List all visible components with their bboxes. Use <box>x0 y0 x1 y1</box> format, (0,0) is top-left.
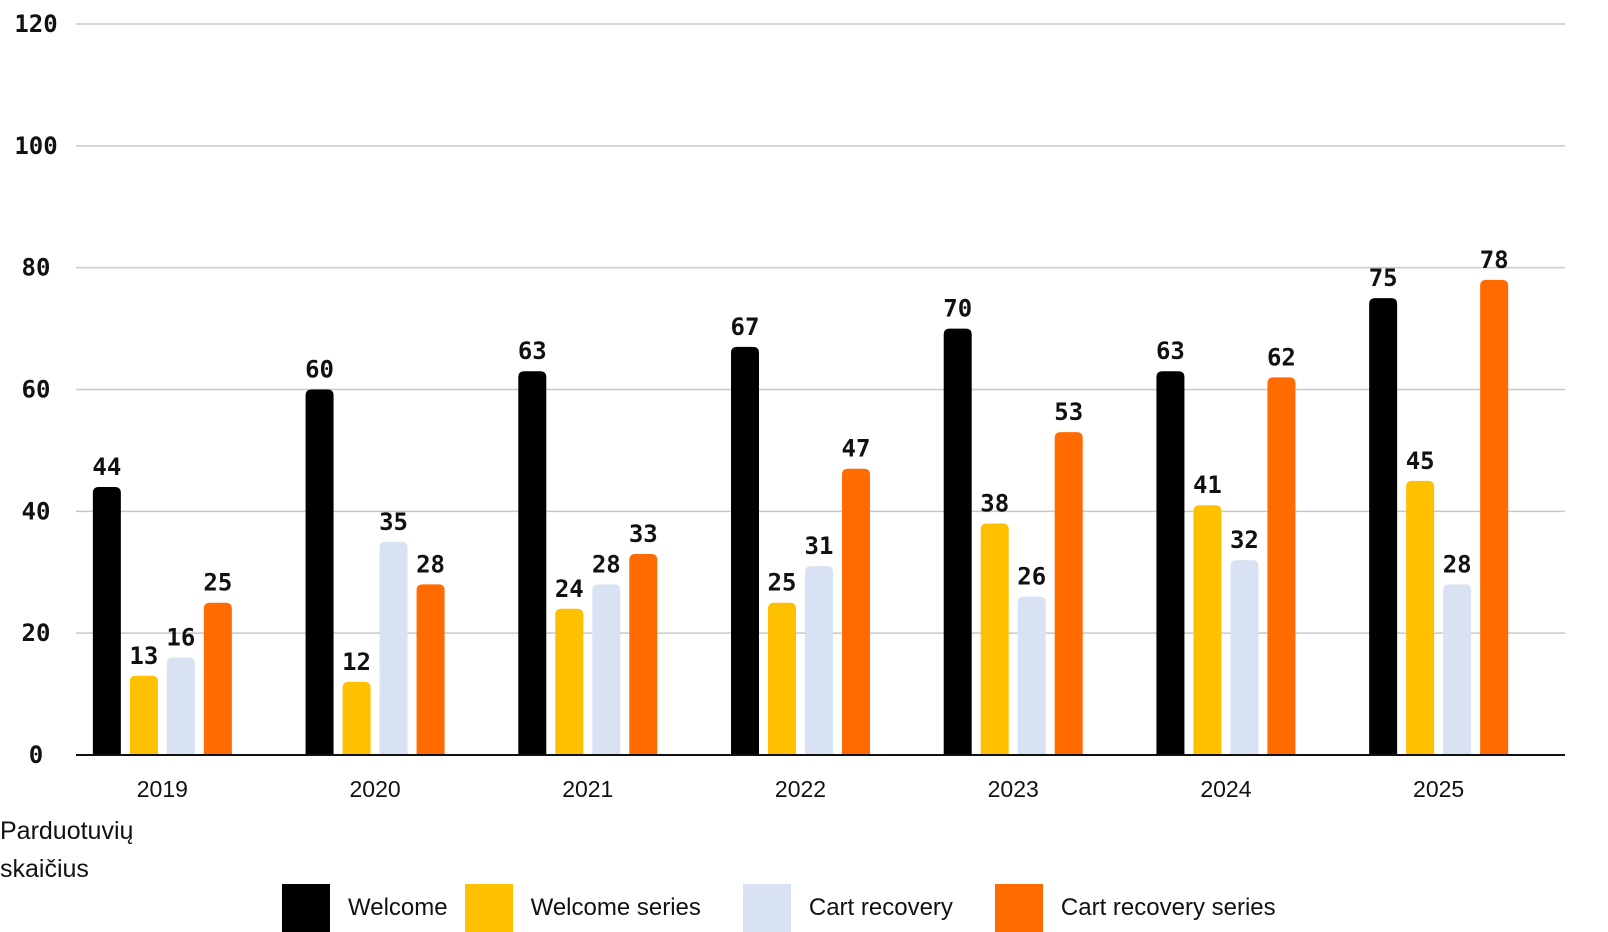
y-axis-label-line-2: skaičius <box>0 855 89 883</box>
data-label: 45 <box>1406 447 1435 475</box>
data-label: 16 <box>166 624 195 652</box>
data-label: 67 <box>731 313 760 341</box>
bar <box>1443 584 1472 755</box>
bar <box>416 584 445 755</box>
data-label: 24 <box>555 575 584 603</box>
x-tick-label: 2020 <box>349 776 400 800</box>
legend-item: Cart recovery series <box>994 884 1276 932</box>
data-label: 63 <box>518 337 547 365</box>
data-label: 13 <box>129 642 158 670</box>
data-label: 38 <box>980 490 1009 518</box>
y-axis-label: Parduotuvių skaičius <box>0 812 133 888</box>
data-label: 53 <box>1054 398 1083 426</box>
x-tick-label: 2021 <box>562 776 613 800</box>
bar <box>592 584 621 755</box>
legend-item: Welcome series <box>464 884 701 932</box>
y-tick-label: 0 <box>29 741 43 769</box>
bar <box>1267 377 1296 755</box>
bar <box>1369 298 1398 755</box>
legend-swatch <box>282 884 330 932</box>
bar <box>805 566 833 755</box>
bar-chart: 0 20 40 60 80 100 120 44 13 16 25 60 12 35 28 63 24 28 33… <box>14 10 1565 800</box>
data-label: 32 <box>1230 526 1259 554</box>
bar <box>943 328 972 755</box>
bars <box>92 279 1509 755</box>
data-label: 44 <box>92 453 121 481</box>
legend-swatch <box>464 884 513 932</box>
data-label: 60 <box>305 356 334 384</box>
y-tick-label: 40 <box>22 497 51 525</box>
x-tick-label: 2024 <box>1200 776 1251 800</box>
x-tick-label: 2019 <box>137 776 188 800</box>
data-label: 28 <box>416 550 445 578</box>
legend-swatch <box>994 884 1043 932</box>
bar <box>731 346 759 755</box>
data-label: 12 <box>342 648 371 676</box>
data-label: 62 <box>1267 343 1296 371</box>
data-label: 41 <box>1193 471 1222 499</box>
y-tick-label: 120 <box>14 10 57 38</box>
legend-item: Cart recovery <box>742 884 953 932</box>
data-label: 78 <box>1480 246 1509 274</box>
y-tick-label: 20 <box>22 619 51 647</box>
bar <box>768 602 796 755</box>
y-tick-label: 100 <box>14 132 57 160</box>
bar <box>518 371 547 755</box>
bar <box>92 486 121 755</box>
bar <box>629 553 658 755</box>
data-label: 25 <box>203 569 232 597</box>
y-axis-ticks: 0 20 40 60 80 100 120 <box>14 10 57 769</box>
bar <box>842 468 870 755</box>
legend: Welcome Welcome series Cart recovery Cart r… <box>282 884 1276 932</box>
data-label: 31 <box>805 532 834 560</box>
legend-swatch <box>742 884 791 932</box>
legend-item: Welcome <box>282 884 448 932</box>
bar <box>379 541 408 755</box>
bar <box>1017 596 1046 755</box>
bar <box>980 523 1009 755</box>
y-axis-label-line-1: Parduotuvių <box>0 817 134 845</box>
bar <box>1193 505 1222 755</box>
data-labels: 44 13 16 25 60 12 35 28 63 24 28 33 67 25 31 47 70 38 26 53… <box>92 246 1508 676</box>
x-axis-ticks: 2019 2020 2021 2022 2023 2024 2025 <box>137 776 1464 800</box>
y-tick-label: 60 <box>22 376 51 404</box>
data-label: 25 <box>768 569 797 597</box>
bar <box>1156 371 1185 755</box>
data-label: 35 <box>379 508 408 536</box>
bar <box>166 657 195 755</box>
bar <box>1054 432 1083 755</box>
bar <box>305 389 334 755</box>
data-label: 28 <box>592 550 621 578</box>
bar <box>342 681 371 755</box>
x-tick-label: 2022 <box>775 776 826 800</box>
bar <box>203 602 232 755</box>
bar <box>1406 480 1435 755</box>
bar <box>1230 560 1259 755</box>
legend-label: Cart recovery <box>808 894 953 921</box>
data-label: 26 <box>1017 563 1046 591</box>
bar <box>1480 279 1509 755</box>
data-label: 28 <box>1443 550 1472 578</box>
x-tick-label: 2023 <box>988 776 1039 800</box>
data-label: 75 <box>1369 264 1398 292</box>
y-tick-label: 80 <box>22 254 51 282</box>
data-label: 63 <box>1156 337 1185 365</box>
legend-label: Welcome series <box>530 894 701 921</box>
legend-label: Cart recovery series <box>1060 894 1276 921</box>
data-label: 47 <box>842 435 871 463</box>
x-tick-label: 2025 <box>1413 776 1464 800</box>
bar <box>129 675 158 755</box>
data-label: 70 <box>943 295 972 323</box>
data-label: 33 <box>629 520 658 548</box>
legend-label: Welcome <box>348 894 448 921</box>
bar <box>555 608 584 755</box>
